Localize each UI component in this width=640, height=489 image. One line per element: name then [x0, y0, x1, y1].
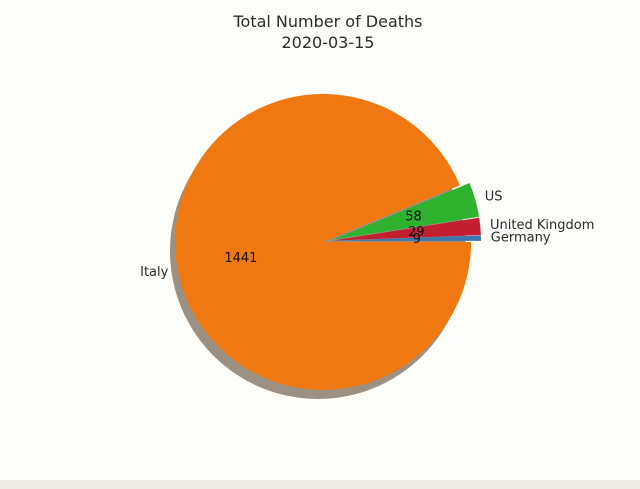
pie-slice-italy: [175, 93, 472, 390]
pie-slices: [175, 93, 481, 390]
pie-label-italy: Italy: [140, 265, 169, 280]
bottom-bar: [0, 480, 640, 489]
pie-slice-united-kingdom: [332, 217, 481, 241]
pie-value-us: 58: [405, 209, 422, 224]
chart-subtitle: 2020-03-15: [282, 33, 375, 52]
pie-value-germany: 9: [413, 232, 421, 247]
pie-slice-germany: [332, 235, 481, 241]
pie-slice-us: [332, 183, 480, 240]
pie-label-us: US: [485, 189, 503, 204]
pie-label-united-kingdom: United Kingdom: [490, 218, 594, 233]
chart-title: Total Number of Deaths: [232, 12, 422, 31]
pie-label-germany: Germany: [491, 231, 551, 246]
pie-value-united-kingdom: 29: [408, 225, 425, 240]
pie-value-italy: 1441: [224, 251, 257, 266]
